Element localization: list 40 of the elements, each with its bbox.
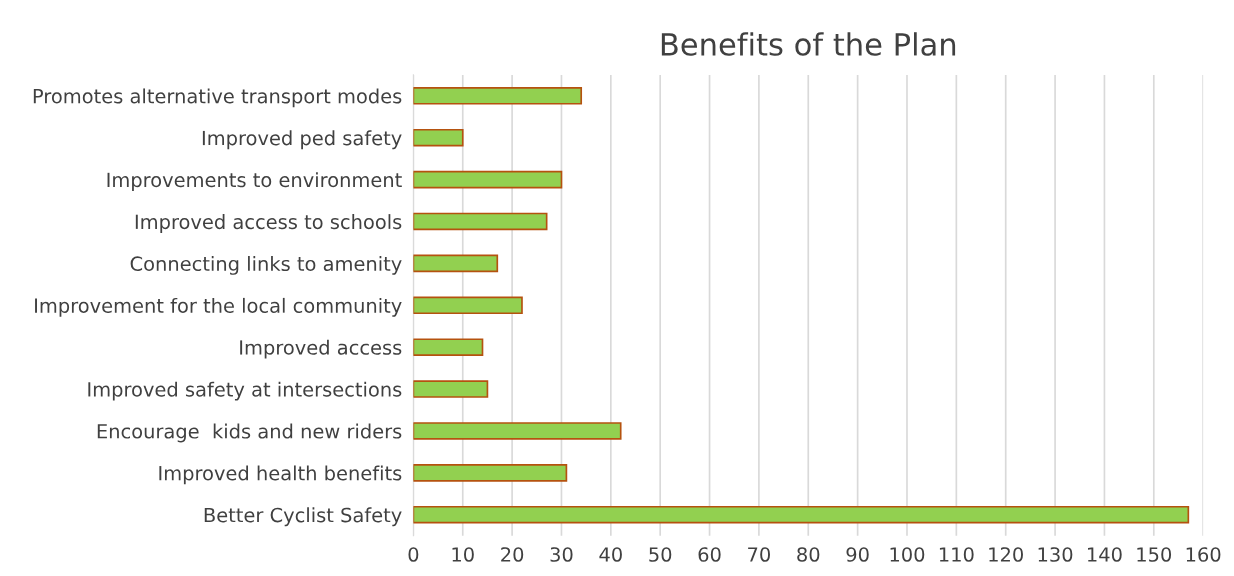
chart-title: Benefits of the Plan — [661, 32, 956, 56]
bar — [413, 87, 583, 105]
x-tick-label: 20 — [501, 547, 524, 562]
x-tick-label: 110 — [939, 547, 974, 562]
bar — [413, 212, 548, 231]
y-tick-label: Connecting links to amenity — [130, 256, 402, 275]
y-tick-label: Improved safety at intersections — [88, 381, 402, 401]
bar — [413, 464, 568, 482]
x-tick-label: 30 — [550, 547, 573, 562]
x-tick-label: 80 — [797, 547, 820, 562]
bar — [413, 254, 499, 273]
bar — [413, 380, 489, 398]
x-tick-label: 160 — [1186, 547, 1221, 562]
x-tick-label: 50 — [649, 547, 672, 562]
x-tick-label: 100 — [890, 547, 925, 562]
x-tick-label: 150 — [1137, 547, 1172, 562]
bar — [413, 422, 622, 440]
bar — [413, 338, 484, 356]
y-tick-label: Improvements to environment — [107, 172, 402, 192]
x-tick-label: 10 — [452, 547, 474, 562]
y-tick-label: Improvement for the local community — [35, 297, 402, 317]
x-tick-label: 0 — [408, 547, 419, 562]
bar — [413, 505, 1190, 524]
x-tick-label: 140 — [1088, 547, 1122, 562]
bar — [413, 170, 563, 189]
x-tick-label: 70 — [748, 547, 770, 562]
y-tick-label: Improved ped safety — [202, 130, 402, 150]
y-tick-label: Better Cyclist Safety — [204, 507, 402, 527]
x-tick-label: 60 — [698, 547, 721, 562]
y-tick-label: Encourage kids and new riders — [97, 423, 402, 443]
y-tick-label: Improved health benefits — [159, 465, 402, 485]
x-tick-label: 90 — [846, 547, 869, 562]
bar — [413, 296, 523, 315]
x-tick-label: 120 — [989, 547, 1023, 562]
y-tick-label: Improved access to schools — [135, 214, 402, 233]
y-tick-label: Promotes alternative transport modes — [33, 88, 402, 108]
x-tick-label: 130 — [1038, 547, 1073, 562]
x-tick-label: 40 — [599, 547, 622, 562]
bar — [413, 128, 464, 147]
y-tick-label: Improved access — [240, 339, 402, 359]
